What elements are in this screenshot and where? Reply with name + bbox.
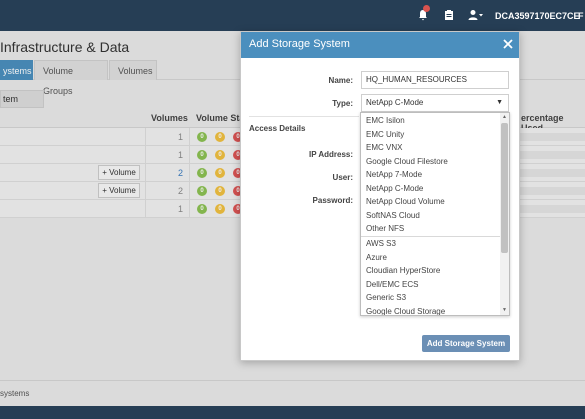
scroll-up-icon[interactable]: ▲	[502, 114, 507, 120]
bottom-bar	[0, 406, 585, 419]
dropdown-option[interactable]: NetApp 7-Mode	[366, 170, 423, 179]
dropdown-option[interactable]: Azure	[366, 252, 387, 262]
add-volume-button[interactable]: + Volume	[98, 183, 140, 198]
dropdown-option[interactable]: NetApp C-Mode	[366, 183, 424, 193]
systems-count-text: systems	[0, 389, 30, 398]
add-volume-button[interactable]: + Volume	[98, 165, 140, 180]
ip-address-label: IP Address:	[308, 150, 353, 159]
status-error-icon: 0	[233, 186, 243, 196]
type-select[interactable]: NetApp C-Mode ▼	[361, 94, 509, 112]
status-ok-icon: 0	[197, 186, 207, 196]
dropdown-option[interactable]: EMC Unity	[366, 129, 405, 139]
dropdown-scrollbar[interactable]: ▲ ▼	[500, 113, 509, 315]
dropdown-option[interactable]: NetApp Cloud Volume	[366, 197, 445, 206]
page-title: Infrastructure & Data	[0, 39, 130, 55]
name-input[interactable]: HQ_HUMAN_RESOURCES	[361, 71, 509, 89]
status-warning-icon: 0	[215, 150, 225, 160]
clipboard-icon[interactable]	[442, 9, 456, 23]
dropdown-option[interactable]: SoftNAS Cloud	[366, 210, 420, 220]
type-dropdown-list: EMC Isilon EMC Unity EMC VNX Google Clou…	[360, 112, 510, 316]
status-ok-icon: 0	[197, 168, 207, 178]
scroll-down-icon[interactable]: ▼	[502, 307, 507, 313]
dropdown-option[interactable]: Dell/EMC ECS	[366, 279, 419, 289]
type-label: Type:	[332, 99, 353, 108]
type-select-value: NetApp C-Mode	[366, 98, 424, 107]
dialog-header: Add Storage System	[241, 32, 519, 58]
user-icon[interactable]	[467, 9, 485, 23]
status-error-icon: 0	[233, 168, 243, 178]
dialog-title: Add Storage System	[249, 38, 350, 50]
tab-volume-groups[interactable]: Volume Groups	[34, 60, 108, 96]
percentage-used-bar	[512, 133, 585, 141]
percentage-used-bar	[512, 151, 585, 159]
dropdown-option[interactable]: Other NFS	[366, 224, 405, 233]
notification-badge	[423, 5, 430, 12]
percentage-used-bar	[512, 187, 585, 195]
table-footer: systems	[0, 380, 585, 406]
status-ok-icon: 0	[197, 132, 207, 142]
add-system-button[interactable]: tem	[0, 90, 44, 108]
volumes-count: 1	[145, 128, 190, 146]
scroll-thumb[interactable]	[501, 123, 508, 253]
account-id[interactable]: DCA3597170EC7CE	[495, 11, 580, 21]
dropdown-option[interactable]: Cloudian HyperStore	[366, 266, 441, 275]
volumes-count: 1	[145, 200, 190, 218]
status-ok-icon: 0	[197, 204, 207, 214]
tab-storage-systems[interactable]: ystems	[0, 60, 33, 80]
name-label: Name:	[328, 76, 353, 85]
volumes-count: 2	[145, 182, 190, 200]
user-label: User:	[332, 173, 353, 182]
add-storage-system-button[interactable]: Add Storage System	[422, 335, 510, 352]
tab-volumes[interactable]: Volumes	[109, 60, 157, 80]
dropdown-option[interactable]: Google Cloud Storage	[366, 306, 446, 316]
status-warning-icon: 0	[215, 186, 225, 196]
top-header: DCA3597170EC7CE F	[0, 0, 585, 31]
access-details-heading: Access Details	[249, 124, 306, 133]
dropdown-option[interactable]: EMC Isilon	[366, 116, 405, 125]
status-error-icon: 0	[233, 150, 243, 160]
status-warning-icon: 0	[215, 168, 225, 178]
volumes-count: 1	[145, 146, 190, 164]
dropdown-separator	[361, 236, 501, 237]
percentage-used-bar	[512, 169, 585, 177]
percentage-used-bar	[512, 205, 585, 213]
status-warning-icon: 0	[215, 132, 225, 142]
dropdown-option[interactable]: Generic S3	[366, 293, 407, 302]
volumes-count-link[interactable]: 2	[145, 164, 190, 182]
section-divider	[249, 116, 359, 117]
password-label: Password:	[312, 196, 353, 205]
status-warning-icon: 0	[215, 204, 225, 214]
close-icon[interactable]	[500, 35, 516, 53]
dropdown-option[interactable]: EMC VNX	[366, 143, 403, 152]
status-ok-icon: 0	[197, 150, 207, 160]
column-volume-status[interactable]: Volume Stat	[196, 113, 248, 123]
notifications-icon[interactable]	[416, 9, 430, 23]
caret-down-icon: ▼	[496, 99, 503, 106]
dropdown-option[interactable]: AWS S3	[366, 239, 396, 248]
account-extra[interactable]: F	[578, 11, 584, 21]
status-error-icon: 0	[233, 132, 243, 142]
column-volumes[interactable]: Volumes	[151, 113, 188, 123]
add-storage-system-dialog: Add Storage System Name: HQ_HUMAN_RESOUR…	[240, 31, 520, 361]
dropdown-option[interactable]: Google Cloud Filestore	[366, 156, 448, 166]
status-error-icon: 0	[233, 204, 243, 214]
